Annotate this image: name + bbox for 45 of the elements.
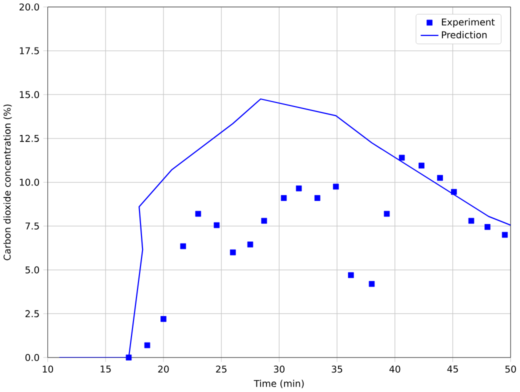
- point: [484, 224, 490, 230]
- point: [384, 211, 390, 217]
- y-tick-label: 17.5: [20, 48, 39, 54]
- y-tick-label: 7.5: [26, 222, 39, 230]
- point: [280, 195, 287, 202]
- point: [368, 281, 375, 288]
- point: [195, 211, 202, 217]
- legend-label: Prediction: [442, 31, 487, 39]
- legend-label: Experiment: [442, 18, 495, 28]
- y-tick-label: 5.0: [26, 266, 40, 274]
- y-tick-label: 2.5: [26, 310, 39, 318]
- y-tick-label: 20.0: [20, 4, 40, 11]
- point: [144, 342, 150, 348]
- x-tick-label: 30: [274, 366, 284, 373]
- point: [180, 244, 186, 250]
- point: [468, 218, 474, 224]
- point: [332, 184, 339, 190]
- x-tick-label: 45: [447, 366, 458, 373]
- point: [247, 242, 254, 248]
- point: [502, 232, 508, 238]
- x-tick-label: 50: [505, 366, 516, 373]
- point: [261, 218, 268, 224]
- y-tick-label: 12.5: [20, 135, 39, 142]
- y-axis-title: Carbon dioxide concentration (%): [3, 104, 12, 260]
- point: [348, 272, 354, 278]
- x-tick-label: 25: [216, 366, 226, 373]
- x-tick-label: 40: [389, 366, 400, 373]
- y-tick-label: 0.0: [25, 354, 40, 362]
- point: [160, 316, 166, 322]
- point: [398, 155, 405, 161]
- x-tick-label: 20: [158, 366, 169, 373]
- y-tick-label: 15.0: [20, 91, 40, 98]
- point: [314, 195, 320, 202]
- point: [418, 162, 424, 169]
- point: [214, 222, 220, 228]
- point: [230, 250, 236, 256]
- x-tick-label: 15: [100, 366, 111, 373]
- point: [451, 189, 457, 196]
- point: [437, 175, 443, 181]
- x-axis-title: Time (min): [254, 380, 304, 388]
- point: [126, 354, 132, 361]
- point: [296, 186, 302, 192]
- y-tick-label: 10.0: [20, 178, 40, 186]
- x-tick-label: 35: [332, 366, 342, 373]
- x-tick-label: 10: [42, 366, 54, 373]
